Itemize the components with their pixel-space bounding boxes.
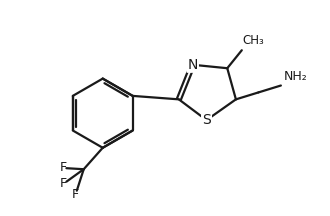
Text: N: N: [187, 58, 198, 72]
Text: F: F: [60, 161, 67, 174]
Text: F: F: [72, 188, 79, 201]
Text: NH₂: NH₂: [284, 70, 308, 83]
Text: S: S: [202, 113, 211, 127]
Text: F: F: [60, 177, 67, 190]
Text: CH₃: CH₃: [243, 35, 264, 48]
